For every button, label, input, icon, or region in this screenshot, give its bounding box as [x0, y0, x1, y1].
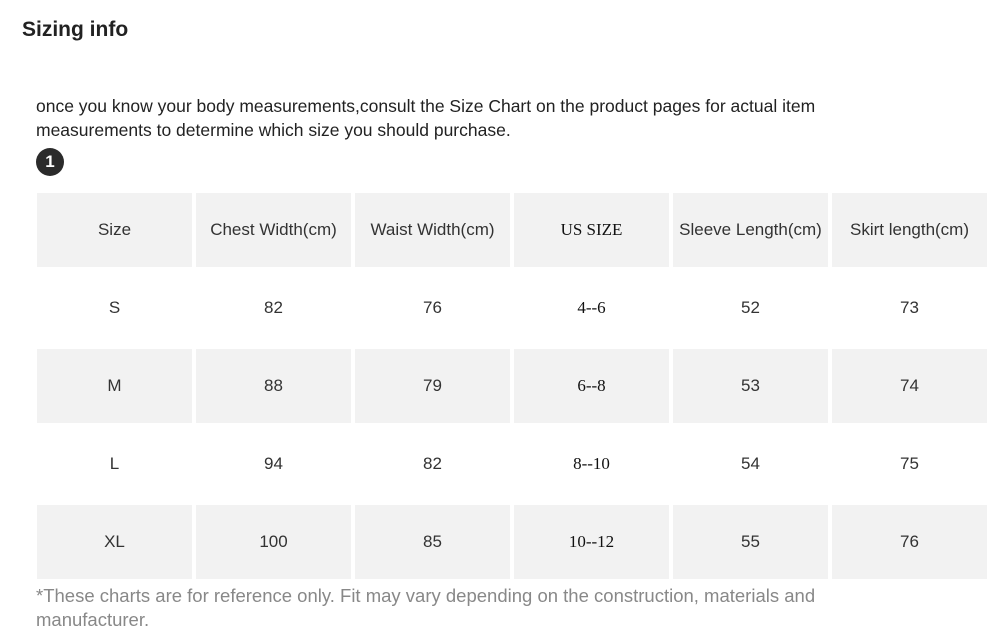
footnote-line: *These charts are for reference only. Fi…: [36, 585, 816, 606]
cell: 85: [355, 505, 510, 579]
cell: 8--10: [573, 454, 610, 473]
cell: 76: [423, 298, 442, 317]
cell: 54: [741, 454, 760, 473]
footnote: *These charts are for reference only. Fi…: [36, 584, 815, 632]
header-row: Size Chest Width(cm) Waist Width(cm) US SIZ…: [37, 193, 987, 267]
table-row: M 88 79 6--8 53 74: [37, 349, 987, 423]
intro: once you know your body measurements,con…: [36, 94, 815, 142]
cell: 82: [264, 298, 283, 317]
cell: 74: [832, 349, 987, 423]
header-cell: Waist Width(cm): [355, 193, 510, 267]
cell: XL: [37, 505, 192, 579]
cell: 79: [355, 349, 510, 423]
cell: 88: [196, 349, 351, 423]
intro-line: once you know your body measurements,con…: [36, 96, 816, 116]
cell: S: [108, 298, 121, 317]
cell: 10--12: [514, 505, 669, 579]
cell: 100: [196, 505, 351, 579]
table-row: S 82 76 4--6 52 73: [37, 271, 987, 345]
cell: 76: [832, 505, 987, 579]
table-row: XL 100 85 10--12 55 76: [37, 505, 987, 579]
cell: 6--8: [514, 349, 669, 423]
size-table: Size Chest Width(cm) Waist Width(cm) US SIZ…: [33, 189, 991, 583]
cell: 73: [900, 298, 919, 317]
header-cell: US SIZE: [514, 193, 669, 267]
cell: 94: [264, 454, 283, 473]
intro-line: measurements to determine which size you…: [36, 120, 511, 140]
cell: L: [109, 454, 120, 473]
cell: M: [37, 349, 192, 423]
header-cell: Size: [37, 193, 192, 267]
header-cell: Sleeve Length(cm): [673, 193, 828, 267]
title: Sizing info: [22, 18, 129, 41]
badge: 1: [36, 148, 64, 176]
header-cell: Chest Width(cm): [196, 193, 351, 267]
footnote-line: manufacturer.: [36, 609, 150, 630]
cell: 53: [673, 349, 828, 423]
cell: 82: [423, 454, 442, 473]
cell: 52: [741, 298, 760, 317]
header-cell: Skirt length(cm): [832, 193, 987, 267]
cell: 75: [900, 454, 919, 473]
cell: 4--6: [577, 298, 606, 317]
table-row: L 94 82 8--10 54 75: [37, 427, 987, 501]
cell: 55: [673, 505, 828, 579]
